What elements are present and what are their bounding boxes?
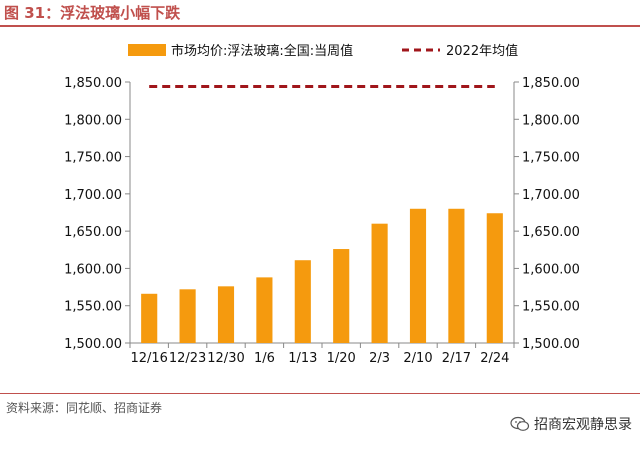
y-tick-label-left: 1,750.00 <box>64 151 122 166</box>
title-rule <box>0 25 640 27</box>
chart: 市场均价:浮法玻璃:全国:当周值 2022年均值 1,500.00 1,500.0… <box>64 43 580 366</box>
bar <box>333 249 350 343</box>
footer-rule <box>0 393 640 394</box>
bar <box>294 260 311 343</box>
legend: 市场均价:浮法玻璃:全国:当周值 2022年均值 <box>128 43 518 59</box>
x-tick-label: 2/17 <box>442 351 471 366</box>
figure-title: 图 31：浮法玻璃小幅下跌 <box>4 4 181 22</box>
x-tick-label: 12/16 <box>130 351 167 366</box>
y-tick-label-right: 1,700.00 <box>522 188 580 203</box>
bar <box>448 208 465 343</box>
y-tick-label-left: 1,850.00 <box>64 76 122 91</box>
y-tick-label-right: 1,800.00 <box>522 113 580 128</box>
bar <box>141 293 158 343</box>
brand-label: 招商宏观静思录 <box>534 417 632 433</box>
bar <box>486 213 503 343</box>
y-tick-label-right: 1,650.00 <box>522 225 580 240</box>
x-tick-label: 1/20 <box>327 351 356 366</box>
y-tick-label-right: 1,550.00 <box>522 300 580 315</box>
bar <box>409 208 427 343</box>
y-tick-label-left: 1,500.00 <box>64 337 122 352</box>
y-tick-label-left: 1,600.00 <box>64 262 122 277</box>
x-tick-label: 12/30 <box>207 351 244 366</box>
y-tick-label-right: 1,600.00 <box>522 262 580 277</box>
legend-bar-label: 市场均价:浮法玻璃:全国:当周值 <box>171 43 353 59</box>
x-tick-label: 1/6 <box>254 351 275 366</box>
bar <box>217 286 235 343</box>
x-tick-label: 2/10 <box>403 351 432 366</box>
x-tick-label: 1/13 <box>288 351 317 366</box>
y-tick-label-left: 1,550.00 <box>64 300 122 315</box>
plot-area: 1,500.00 1,500.00 1,550.00 1,550.00 1,600.00… <box>64 76 580 366</box>
y-tick-label-right: 1,750.00 <box>522 151 580 166</box>
legend-bar-swatch <box>128 44 166 56</box>
bar <box>256 277 273 343</box>
y-tick-label-right: 1,850.00 <box>522 76 580 91</box>
brand-watermark: 招商宏观静思录 <box>510 414 632 434</box>
x-tick-label: 2/3 <box>369 351 390 366</box>
x-tick-label: 2/24 <box>480 351 509 366</box>
bar <box>371 223 388 343</box>
bar <box>179 289 196 343</box>
y-tick-label-left: 1,650.00 <box>64 225 122 240</box>
legend-line-label: 2022年均值 <box>446 43 518 59</box>
y-tick-label-left: 1,800.00 <box>64 113 122 128</box>
source-note: 资料来源：同花顺、招商证券 <box>6 401 163 415</box>
wechat-icon <box>510 416 530 431</box>
y-tick-label-right: 1,500.00 <box>522 337 580 352</box>
y-tick-label-left: 1,700.00 <box>64 188 122 203</box>
x-tick-label: 12/23 <box>169 351 206 366</box>
